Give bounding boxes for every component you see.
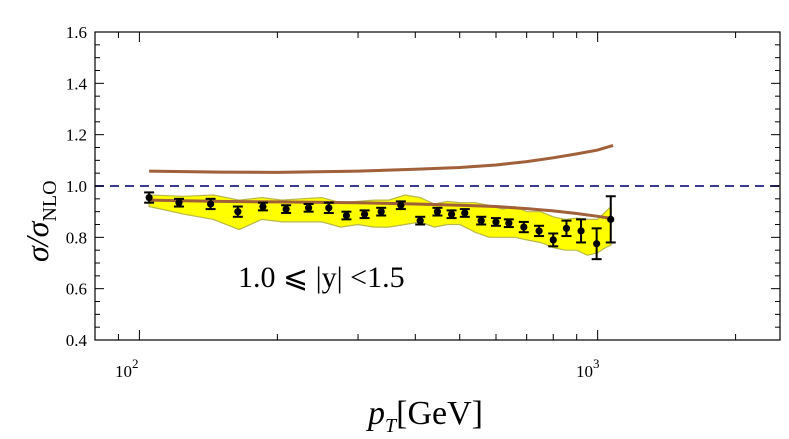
- marker-9: [360, 210, 369, 218]
- data-point-11: [395, 200, 406, 211]
- x-tick-label-1000: 103: [576, 356, 600, 381]
- rapidity-annotation: 1.0 ⩽ |y| <1.5: [238, 261, 405, 294]
- y-axis-title: σ/σNLO: [19, 180, 61, 262]
- marker-10: [377, 208, 385, 216]
- data-point-2: [205, 197, 216, 211]
- marker-1: [175, 199, 183, 207]
- marker-2: [206, 200, 215, 208]
- data-point-12: [415, 215, 426, 226]
- marker-21: [549, 236, 557, 244]
- marker-13: [433, 208, 442, 216]
- data-point-16: [476, 215, 487, 226]
- y-tick-labels: 0.4 0.6 0.8 1.0 1.2 1.4 1.6: [66, 23, 88, 350]
- marker-19: [520, 223, 528, 231]
- data-point-15: [459, 208, 470, 218]
- data-point-8: [341, 210, 352, 221]
- y-tick-label-0: 0.4: [66, 331, 88, 350]
- marker-16: [477, 217, 485, 225]
- plot-frame-background: [95, 32, 780, 340]
- data-point-22: [561, 219, 572, 238]
- marker-5: [282, 205, 290, 213]
- marker-20: [535, 227, 543, 235]
- y-tick-label-6: 1.6: [66, 23, 87, 42]
- marker-23: [577, 227, 585, 235]
- y-tick-label-1: 0.6: [66, 280, 87, 299]
- marker-0: [145, 193, 153, 202]
- y-tick-label-2: 0.8: [66, 228, 87, 247]
- marker-7: [325, 204, 333, 212]
- y-tick-label-5: 1.4: [66, 74, 88, 93]
- x-axis-title: pT[GeV]: [366, 395, 483, 437]
- data-point-23: [576, 218, 587, 244]
- marker-12: [416, 217, 424, 225]
- marker-17: [492, 218, 500, 226]
- x-tick-label-100: 102: [115, 356, 139, 381]
- marker-6: [304, 204, 313, 212]
- y-tick-label-3: 1.0: [66, 177, 87, 196]
- data-point-9: [359, 209, 370, 220]
- data-points: [144, 191, 616, 261]
- data-point-6: [303, 202, 314, 213]
- marker-15: [461, 209, 469, 217]
- marker-18: [505, 219, 513, 227]
- y-tick-label-4: 1.2: [66, 126, 87, 145]
- data-point-19: [518, 220, 529, 234]
- data-point-4: [257, 201, 268, 212]
- data-point-24: [591, 227, 602, 261]
- data-point-17: [490, 217, 501, 227]
- marker-8: [342, 211, 351, 220]
- curve-0: [149, 143, 614, 174]
- data-point-18: [503, 218, 514, 229]
- marker-3: [234, 208, 242, 216]
- data-point-10: [376, 206, 387, 217]
- marker-24: [593, 240, 601, 248]
- data-point-0: [144, 191, 155, 204]
- plot-area: [94, 31, 781, 341]
- marker-4: [259, 202, 267, 211]
- data-point-3: [232, 205, 243, 218]
- data-point-14: [446, 209, 457, 220]
- marker-14: [447, 210, 456, 218]
- data-point-1: [173, 197, 184, 208]
- marker-25: [607, 215, 615, 223]
- x-tick-labels: 102 103: [115, 356, 600, 381]
- marker-22: [562, 224, 571, 232]
- data-point-13: [432, 206, 443, 217]
- ticks: [94, 31, 780, 341]
- data-point-20: [534, 224, 545, 238]
- data-point-25: [605, 195, 616, 244]
- data-point-5: [281, 204, 292, 214]
- data-point-21: [548, 232, 559, 248]
- marker-11: [397, 201, 405, 209]
- data-point-7: [323, 201, 334, 214]
